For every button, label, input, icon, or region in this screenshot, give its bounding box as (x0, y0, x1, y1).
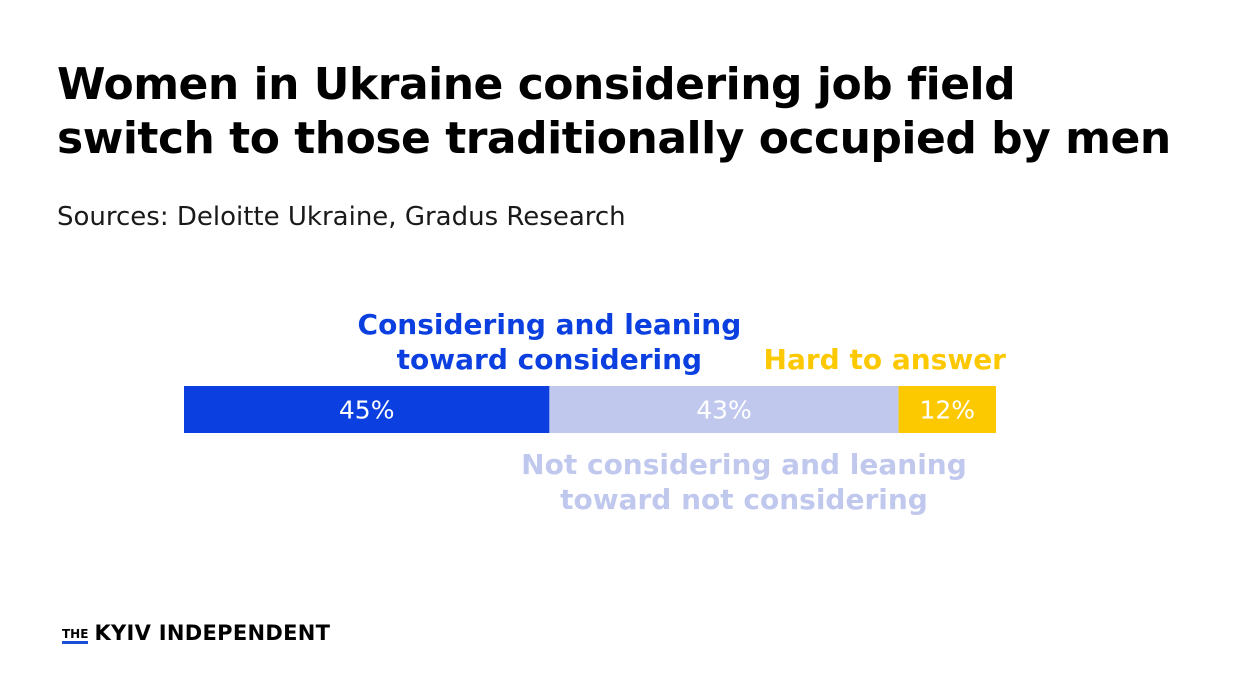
legend-label-hard-to-answer-line-1: Hard to answer (764, 343, 1007, 376)
bar-value-label-1: 45% (339, 396, 395, 425)
chart-title-line-2: switch to those traditionally occupied b… (57, 113, 1171, 164)
logo-name: KYIV INDEPENDENT (94, 621, 331, 645)
legend-label-not-considering-line-2: toward not considering (560, 483, 928, 516)
bar-segment-3 (898, 386, 996, 433)
legend-label-considering-line-1: Considering and leaning (358, 308, 742, 341)
legend-label-not-considering-line-1: Not considering and leaning (521, 448, 967, 481)
logo-prefix: THE (62, 628, 89, 644)
legend-label-considering: Considering and leaning toward considerin… (358, 308, 742, 376)
bar-value-label-2: 43% (696, 396, 752, 425)
legend-label-considering-line-2: toward considering (397, 343, 702, 376)
publisher-logo: THE KYIV INDEPENDENT (62, 620, 330, 644)
source-note: Sources: Deloitte Ukraine, Gradus Resear… (57, 202, 626, 232)
chart-title-line-1: Women in Ukraine considering job field (57, 59, 1016, 110)
bar-value-label-3: 12% (919, 396, 975, 425)
bar-segment-2 (549, 386, 899, 433)
legend-label-not-considering: Not considering and leaning toward not co… (521, 448, 967, 516)
legend-label-hard-to-answer: Hard to answer (764, 343, 1007, 376)
chart-title: Women in Ukraine considering job field s… (57, 58, 1171, 166)
bar-segment-1 (184, 386, 550, 433)
